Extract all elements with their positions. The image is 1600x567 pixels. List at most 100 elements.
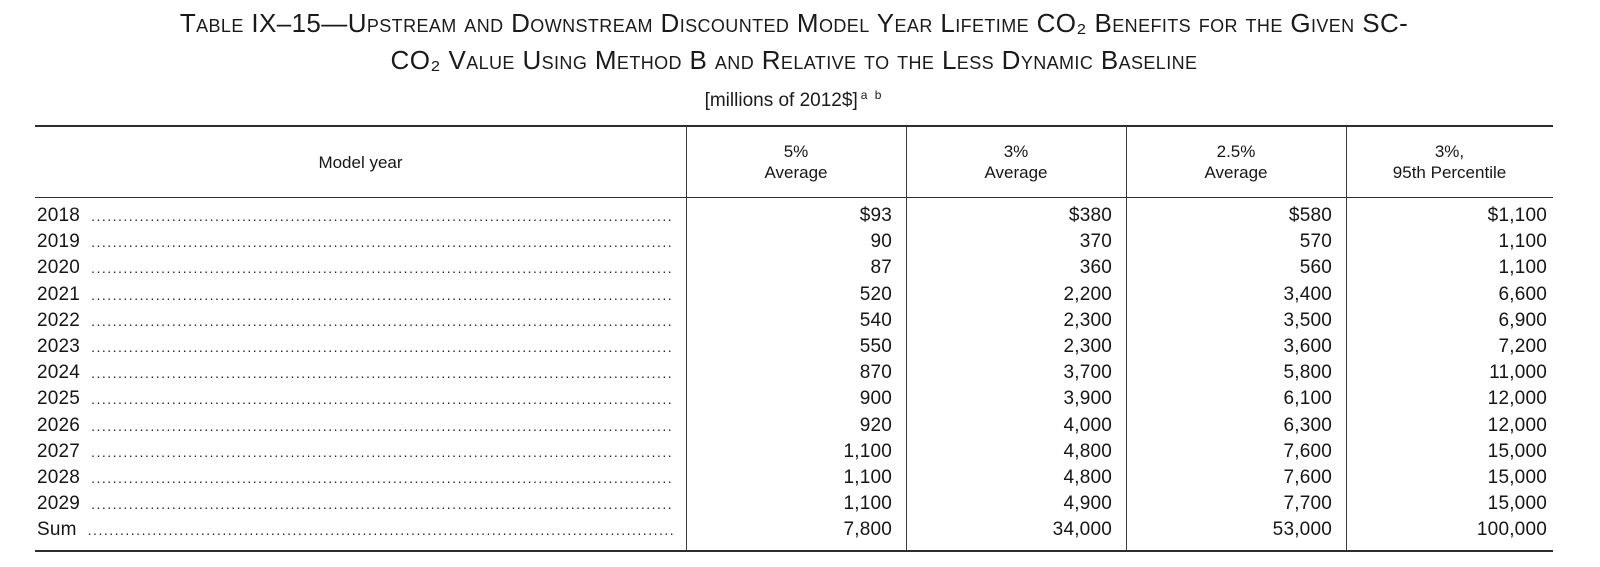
cell-value: 370 — [1079, 231, 1112, 253]
table-row: 2028 1,100 4,800 7,600 15,000 — [35, 467, 1553, 493]
table-header-row: Model year 5% Average 3% Average 2.5% Av… — [35, 127, 1553, 198]
table-row: 2020 87 360 560 1,100 — [35, 257, 1553, 283]
column-divider — [1346, 127, 1347, 550]
row-label-text: Sum — [37, 519, 77, 541]
row-label: 2024 — [35, 362, 686, 384]
column-header-2-5pct-average: 2.5% Average — [1126, 141, 1346, 183]
cell-value: 3,900 — [1063, 388, 1112, 410]
cell-value: $1,100 — [1487, 205, 1547, 226]
table-row: 2018 $93 $380 $580 $1,100 — [35, 205, 1553, 231]
table-row: 2024 870 3,700 5,800 11,000 — [35, 362, 1553, 388]
row-label-text: 2020 — [37, 257, 81, 279]
cell-value: $580 — [1288, 205, 1332, 226]
cell-value: 3,400 — [1283, 283, 1332, 305]
footnote-markers: a b — [860, 88, 884, 102]
cell-value: 550 — [859, 335, 892, 357]
cell-value: 7,600 — [1283, 466, 1332, 488]
row-label: 2020 — [35, 257, 686, 279]
dot-leader — [91, 365, 674, 381]
cell-value: 2,300 — [1063, 309, 1112, 331]
cell-value: 6,100 — [1283, 388, 1332, 410]
cell-value: 15,000 — [1487, 466, 1547, 488]
dot-leader — [91, 234, 674, 250]
cell-value: 7,200 — [1498, 335, 1547, 357]
cell-value: 520 — [859, 283, 892, 305]
dot-leader — [91, 470, 674, 486]
cell-value: 53,000 — [1272, 519, 1332, 541]
table-title-line-1: Table IX–15—Upstream and Downstream Disc… — [179, 8, 1409, 38]
dot-leader — [91, 339, 674, 355]
table-row: 2022 540 2,300 3,500 6,900 — [35, 310, 1553, 336]
cell-value: $93 — [859, 205, 892, 226]
cell-value: 100,000 — [1476, 519, 1547, 541]
cell-value: 90 — [870, 231, 892, 253]
row-label-text: 2027 — [37, 440, 81, 462]
table-title-line-2: CO₂ Value Using Method B and Relative to… — [390, 45, 1198, 75]
row-label: 2028 — [35, 467, 686, 489]
cell-value: 5,800 — [1283, 362, 1332, 384]
row-label-text: 2028 — [37, 466, 81, 488]
row-label: 2018 — [35, 205, 686, 227]
column-header-text: Model year — [318, 152, 403, 172]
cell-value: 870 — [859, 362, 892, 384]
cell-value: 4,800 — [1063, 440, 1112, 462]
cell-value: 1,100 — [1498, 257, 1547, 279]
row-label-text: 2018 — [37, 205, 81, 226]
dot-leader — [91, 444, 674, 460]
column-header-text: 3% — [1003, 142, 1029, 161]
row-label-text: 2024 — [37, 362, 81, 384]
cell-value: 560 — [1299, 257, 1332, 279]
cell-value: 87 — [870, 257, 892, 279]
cell-value: 15,000 — [1487, 493, 1547, 515]
cell-value: 2,200 — [1063, 283, 1112, 305]
cell-value: 1,100 — [843, 466, 892, 488]
cell-value: 3,600 — [1283, 335, 1332, 357]
column-header-5pct-average: 5% Average — [686, 141, 906, 183]
row-label-text: 2026 — [37, 414, 81, 436]
row-label: Sum — [35, 519, 686, 541]
column-header-text: Average — [1204, 163, 1268, 182]
cell-value: 540 — [859, 309, 892, 331]
cell-value: 7,800 — [843, 519, 892, 541]
cell-value: 2,300 — [1063, 335, 1112, 357]
dot-leader — [91, 208, 674, 224]
row-label-text: 2023 — [37, 335, 81, 357]
row-label: 2027 — [35, 441, 686, 463]
cell-value: 1,100 — [1498, 231, 1547, 253]
cell-value: $380 — [1068, 205, 1112, 226]
table-body: 2018 $93 $380 $580 $1,100 2019 90 370 57… — [35, 198, 1553, 550]
cell-value: 7,600 — [1283, 440, 1332, 462]
row-label-text: 2025 — [37, 388, 81, 410]
cell-value: 15,000 — [1487, 440, 1547, 462]
column-header-text: 3%, — [1434, 142, 1465, 161]
cell-value: 900 — [859, 388, 892, 410]
cell-value: 4,900 — [1063, 493, 1112, 515]
dot-leader — [91, 496, 674, 512]
dot-leader — [91, 391, 674, 407]
cell-value: 6,600 — [1498, 283, 1547, 305]
row-label-text: 2029 — [37, 493, 81, 515]
cell-value: 570 — [1299, 231, 1332, 253]
dot-leader — [91, 313, 674, 329]
row-label: 2019 — [35, 231, 686, 253]
row-label-text: 2021 — [37, 283, 81, 305]
table-title-block: Table IX–15—Upstream and Downstream Disc… — [35, 5, 1553, 113]
units-text: [millions of 2012$] — [704, 90, 858, 111]
row-label: 2025 — [35, 388, 686, 410]
cell-value: 3,700 — [1063, 362, 1112, 384]
column-header-3pct-average: 3% Average — [906, 141, 1126, 183]
row-label: 2023 — [35, 336, 686, 358]
cell-value: 3,500 — [1283, 309, 1332, 331]
dot-leader — [91, 287, 674, 303]
column-header-text: 95th Percentile — [1392, 163, 1507, 182]
cell-value: 1,100 — [843, 440, 892, 462]
dot-leader — [91, 418, 674, 434]
table-row: 2021 520 2,200 3,400 6,600 — [35, 284, 1553, 310]
row-label-text: 2019 — [37, 231, 81, 253]
column-divider — [686, 127, 687, 550]
cell-value: 6,300 — [1283, 414, 1332, 436]
cell-value: 12,000 — [1487, 414, 1547, 436]
column-header-text: Average — [984, 163, 1048, 182]
column-divider — [1126, 127, 1127, 550]
